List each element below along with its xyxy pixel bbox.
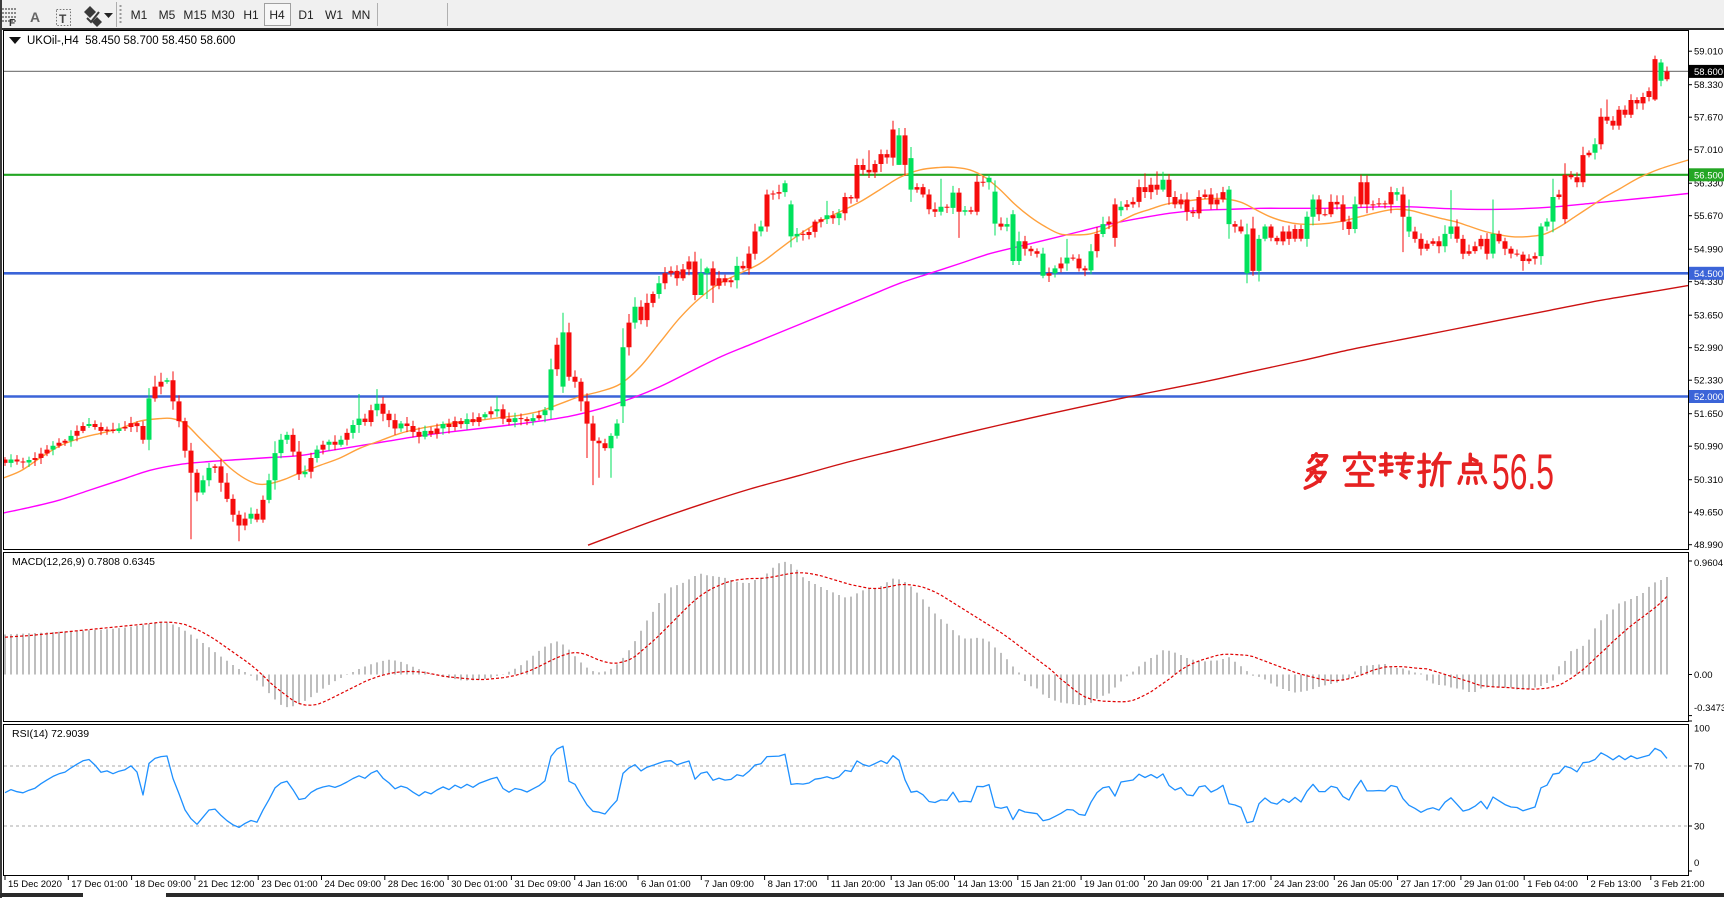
svg-text:W1: W1 [325,8,343,22]
svg-text:26 Jan 05:00: 26 Jan 05:00 [1337,879,1392,890]
svg-text:50.310: 50.310 [1694,475,1723,486]
svg-text:M5: M5 [159,8,176,22]
svg-text:24 Dec 09:00: 24 Dec 09:00 [325,879,382,890]
svg-text:15 Dec 2020: 15 Dec 2020 [8,879,62,890]
svg-text:0.00: 0.00 [1694,670,1713,681]
svg-text:51.650: 51.650 [1694,409,1723,420]
svg-text:58.330: 58.330 [1694,80,1723,91]
svg-text:30: 30 [1694,822,1705,833]
svg-text:53.650: 53.650 [1694,311,1723,322]
svg-text:20 Jan 09:00: 20 Jan 09:00 [1147,879,1202,890]
svg-text:8 Jan 17:00: 8 Jan 17:00 [768,879,818,890]
svg-text:T: T [59,12,67,26]
svg-text:1 Feb 04:00: 1 Feb 04:00 [1527,879,1578,890]
svg-text:F: F [9,18,15,29]
svg-text:D1: D1 [298,8,314,22]
svg-text:48.990: 48.990 [1694,540,1723,551]
svg-text:56.330: 56.330 [1694,179,1723,190]
svg-text:RSI(14) 72.9039: RSI(14) 72.9039 [12,728,89,740]
svg-text:-0.3473: -0.3473 [1694,703,1724,714]
svg-text:70: 70 [1694,762,1705,773]
svg-text:21 Dec 12:00: 21 Dec 12:00 [198,879,255,890]
svg-text:MN: MN [352,8,371,22]
svg-text:28 Dec 16:00: 28 Dec 16:00 [388,879,445,890]
svg-text:14 Jan 13:00: 14 Jan 13:00 [958,879,1013,890]
svg-text:4 Jan 16:00: 4 Jan 16:00 [578,879,628,890]
svg-text:H4: H4 [269,8,285,22]
svg-text:58.600: 58.600 [1694,67,1723,78]
svg-text:19 Jan 01:00: 19 Jan 01:00 [1084,879,1139,890]
svg-text:24 Jan 23:00: 24 Jan 23:00 [1274,879,1329,890]
svg-text:7 Jan 09:00: 7 Jan 09:00 [704,879,754,890]
svg-text:54.990: 54.990 [1694,245,1723,256]
svg-text:49.650: 49.650 [1694,508,1723,519]
svg-text:31 Dec 09:00: 31 Dec 09:00 [514,879,571,890]
svg-text:6 Jan 01:00: 6 Jan 01:00 [641,879,691,890]
svg-text:57.670: 57.670 [1694,113,1723,124]
svg-text:18 Dec 09:00: 18 Dec 09:00 [135,879,192,890]
svg-text:0: 0 [1694,858,1699,869]
svg-text:52.330: 52.330 [1694,376,1723,387]
svg-text:M1: M1 [131,8,148,22]
svg-text:11 Jan 20:00: 11 Jan 20:00 [831,879,885,890]
svg-text:0.9604: 0.9604 [1694,558,1723,569]
svg-text:100: 100 [1694,724,1710,735]
svg-text:3 Feb 21:00: 3 Feb 21:00 [1654,879,1705,890]
svg-text:56.5: 56.5 [1492,444,1554,500]
svg-text:M15: M15 [183,8,207,22]
svg-text:59.010: 59.010 [1694,47,1723,58]
svg-text:54.500: 54.500 [1694,269,1723,280]
svg-text:A: A [30,9,40,25]
svg-text:UKOil-,H4 58.450 58.700 58.45: UKOil-,H4 58.450 58.700 58.450 58.600 [27,35,235,47]
svg-text:52.000: 52.000 [1694,392,1723,403]
svg-text:15 Jan 21:00: 15 Jan 21:00 [1021,879,1076,890]
svg-text:50.990: 50.990 [1694,442,1723,453]
svg-text:54.330: 54.330 [1694,277,1723,288]
svg-text:21 Jan 17:00: 21 Jan 17:00 [1211,879,1266,890]
svg-text:30 Dec 01:00: 30 Dec 01:00 [451,879,508,890]
svg-text:23 Dec 01:00: 23 Dec 01:00 [261,879,318,890]
svg-text:2 Feb 13:00: 2 Feb 13:00 [1591,879,1642,890]
svg-text:56.500: 56.500 [1694,170,1723,181]
svg-text:29 Jan 01:00: 29 Jan 01:00 [1464,879,1519,890]
svg-text:55.670: 55.670 [1694,211,1723,222]
svg-text:M30: M30 [211,8,235,22]
svg-text:H1: H1 [243,8,259,22]
svg-text:57.010: 57.010 [1694,145,1723,156]
svg-text:27 Jan 17:00: 27 Jan 17:00 [1401,879,1456,890]
svg-text:13 Jan 05:00: 13 Jan 05:00 [894,879,949,890]
svg-text:52.990: 52.990 [1694,343,1723,354]
svg-text:MACD(12,26,9) 0.7808 0.6345: MACD(12,26,9) 0.7808 0.6345 [12,556,155,568]
svg-text:17 Dec 01:00: 17 Dec 01:00 [71,879,128,890]
